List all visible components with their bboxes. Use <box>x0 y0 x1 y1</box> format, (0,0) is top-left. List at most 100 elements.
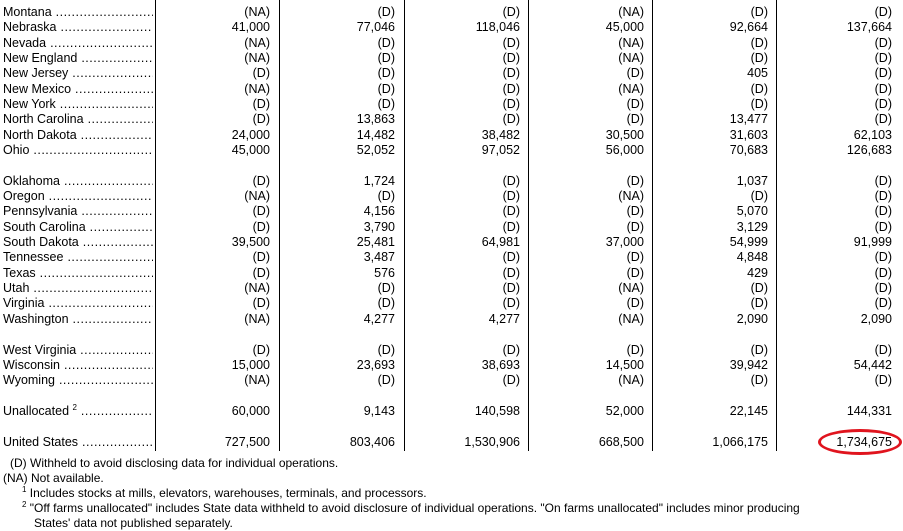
leader-dots: ........................................… <box>39 266 153 280</box>
footnote-2: 2 "Off farms unallocated" includes State… <box>22 501 800 516</box>
table-row: New York ...............................… <box>0 97 903 112</box>
value-cell: (D) <box>626 343 644 357</box>
leader-dots: ........................................… <box>63 358 153 372</box>
value-cell: (NA) <box>244 36 270 50</box>
value-cell: (D) <box>377 36 395 50</box>
value-cell: (D) <box>750 189 768 203</box>
value-cell: (D) <box>874 281 892 295</box>
state-name: Wisconsin ..............................… <box>3 358 153 373</box>
table-row: Tennessee ..............................… <box>0 250 903 265</box>
value-cell: (D) <box>502 36 520 50</box>
value-cell: 60,000 <box>231 404 270 418</box>
value-cell: (NA) <box>618 51 644 65</box>
column-divider <box>404 0 405 451</box>
value-cell: (D) <box>874 112 892 126</box>
table-row: Washington .............................… <box>0 312 903 327</box>
state-name: Virginia ...............................… <box>3 296 153 311</box>
table-row: New England ............................… <box>0 51 903 66</box>
state-label: Ohio <box>3 143 30 157</box>
value-cell: (D) <box>750 51 768 65</box>
value-cell: (D) <box>626 174 644 188</box>
value-cell: (D) <box>626 220 644 234</box>
state-label: Tennessee <box>3 250 64 264</box>
leader-dots: ........................................… <box>72 66 153 80</box>
state-name: Oregon .................................… <box>3 189 153 204</box>
value-cell: (D) <box>626 97 644 111</box>
value-cell: 30,500 <box>605 128 644 142</box>
value-cell: (D) <box>874 204 892 218</box>
footnote-withheld-text: Withheld to avoid disclosing data for in… <box>30 456 339 470</box>
value-cell: (NA) <box>244 51 270 65</box>
leader-dots: ........................................… <box>81 51 153 65</box>
value-cell: 14,500 <box>605 358 644 372</box>
column-divider <box>155 0 156 451</box>
value-cell: (D) <box>874 296 892 310</box>
value-cell: 37,000 <box>605 235 644 249</box>
value-cell: 3,790 <box>363 220 395 234</box>
value-cell: (D) <box>377 343 395 357</box>
leader-dots: ........................................… <box>48 296 153 310</box>
value-cell: 52,052 <box>356 143 395 157</box>
table-row: West Virginia ..........................… <box>0 343 903 358</box>
state-name: United States ..........................… <box>3 435 153 450</box>
state-label: New Jersey <box>3 66 69 80</box>
value-cell: (NA) <box>244 82 270 96</box>
value-cell: (NA) <box>618 36 644 50</box>
value-cell: (D) <box>502 189 520 203</box>
leader-dots: ........................................… <box>33 143 153 157</box>
footnote-not-available: (NA) Not available. <box>3 471 104 486</box>
highlight-circle <box>818 429 902 455</box>
value-cell: (D) <box>874 51 892 65</box>
value-cell: (D) <box>502 250 520 264</box>
value-cell: 405 <box>747 66 768 80</box>
value-cell: 1,530,906 <box>464 435 520 449</box>
table-row: New Jersey .............................… <box>0 66 903 81</box>
state-label: New York <box>3 97 56 111</box>
value-cell: (D) <box>377 66 395 80</box>
value-cell: (D) <box>252 250 270 264</box>
value-cell: 52,000 <box>605 404 644 418</box>
value-cell: (D) <box>874 66 892 80</box>
state-label: Nevada <box>3 36 47 50</box>
value-cell: (D) <box>502 82 520 96</box>
state-label: Pennsylvania <box>3 204 78 218</box>
footnote-na-prefix: (NA) <box>3 471 28 485</box>
value-cell: (D) <box>377 281 395 295</box>
value-cell: (D) <box>377 97 395 111</box>
value-cell: 3,129 <box>736 220 768 234</box>
value-cell: 13,863 <box>356 112 395 126</box>
value-cell: 576 <box>374 266 395 280</box>
value-cell: 9,143 <box>363 404 395 418</box>
footnote-na-text: Not available. <box>31 471 104 485</box>
footnote-2-continued-text: States' data not published separately. <box>34 516 233 530</box>
table-row: South Dakota ...........................… <box>0 235 903 250</box>
value-cell: (D) <box>750 36 768 50</box>
value-cell: (D) <box>377 373 395 387</box>
value-cell: (D) <box>874 266 892 280</box>
column-divider <box>528 0 529 451</box>
value-cell: 38,482 <box>481 128 520 142</box>
value-cell: 23,693 <box>356 358 395 372</box>
value-cell: 5,070 <box>736 204 768 218</box>
state-label: Oregon <box>3 189 45 203</box>
state-label: Unallocated <box>3 404 70 418</box>
value-cell: (D) <box>750 343 768 357</box>
value-cell: (D) <box>502 174 520 188</box>
state-label: South Dakota <box>3 235 79 249</box>
value-cell: 4,277 <box>488 312 520 326</box>
state-label: South Carolina <box>3 220 86 234</box>
state-name: Pennsylvania ...........................… <box>3 204 153 219</box>
value-cell: 97,052 <box>481 143 520 157</box>
value-cell: (NA) <box>244 373 270 387</box>
state-label: Utah <box>3 281 30 295</box>
value-cell: (D) <box>252 204 270 218</box>
value-cell: (NA) <box>618 373 644 387</box>
table-row: Texas ..................................… <box>0 266 903 281</box>
leader-dots: ........................................… <box>58 373 153 387</box>
value-cell: (D) <box>874 174 892 188</box>
value-cell: (D) <box>252 174 270 188</box>
table-row: New Mexico .............................… <box>0 82 903 97</box>
value-cell: (D) <box>626 66 644 80</box>
value-cell: (D) <box>874 5 892 19</box>
